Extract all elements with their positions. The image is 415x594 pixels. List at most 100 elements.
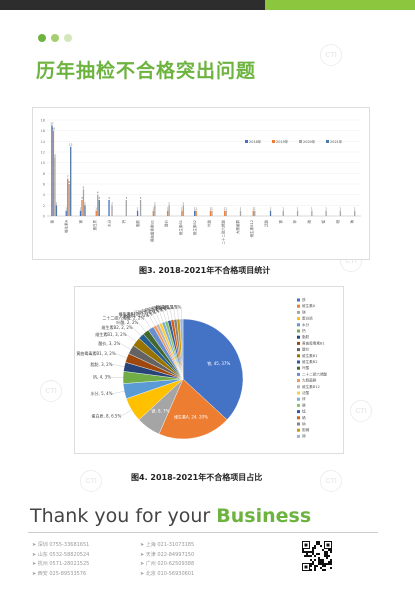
qr-module — [324, 553, 326, 555]
bar-value-label: 2 — [84, 201, 86, 205]
pie-leader-line — [159, 310, 164, 323]
pie-slice — [182, 318, 244, 421]
legend-swatch — [297, 397, 300, 401]
qr-module — [306, 555, 308, 557]
thank-you-highlight: Business — [216, 505, 312, 527]
qr-module — [318, 561, 320, 563]
bar — [97, 194, 99, 216]
qr-module — [330, 549, 332, 551]
bar — [95, 210, 97, 216]
x-tick-label: 黄曲霉毒素B1 — [149, 220, 154, 242]
bar-value-label: 3 — [125, 196, 127, 200]
bar — [136, 210, 139, 216]
x-tick-label: 泛酸 — [264, 220, 269, 227]
legend-swatch — [297, 385, 300, 389]
bar — [139, 200, 142, 216]
legend-swatch — [297, 298, 300, 302]
bar-value-label: 1 — [153, 207, 155, 211]
bar — [68, 184, 70, 216]
pie-data-label: 蛋白质, 8, 6.5% — [91, 413, 121, 419]
bar-value-label: 1 — [210, 207, 212, 211]
qr-module — [320, 545, 322, 547]
watermark-logo: CTI — [40, 380, 62, 402]
pie-leader-line — [115, 353, 127, 358]
contact-line: ➤ 深圳 0755-33681651 — [32, 542, 90, 548]
header-dot — [38, 34, 46, 42]
y-tick-label: 4 — [43, 193, 46, 197]
qr-finder — [302, 541, 310, 549]
bar-value-label: 7 — [67, 175, 69, 179]
bar — [65, 210, 67, 216]
bar-value-label: 1 — [65, 207, 67, 211]
qr-module — [322, 569, 324, 571]
bar — [252, 210, 254, 216]
qr-module — [330, 551, 332, 553]
bar-value-label: 6 — [68, 180, 70, 184]
pie-leader-line — [144, 318, 151, 329]
figure1-bar-chart: 0 2 4 6 8 10 12 14 16 18 17 16 11 2 铁 1 7 6 13 维生素A 1 3 5 2 镁 1 4 3… — [32, 107, 370, 260]
qr-module — [326, 553, 328, 555]
qr-finder — [302, 563, 310, 571]
pie-slice — [158, 378, 228, 440]
bar-value-label: 1 — [95, 207, 97, 211]
bar — [182, 205, 185, 216]
qr-module — [308, 555, 310, 557]
pie-data-label: 酸价, 3, 2% — [98, 340, 120, 346]
bar-value-label: 2 — [154, 201, 156, 205]
bar — [166, 210, 169, 216]
bar — [168, 205, 170, 216]
contact-line: ➤ 广州 020-62509388 — [140, 561, 195, 567]
legend-swatch — [297, 310, 300, 314]
bar — [67, 178, 69, 216]
pie-data-label: 铁, 45, 37% — [207, 360, 230, 366]
qr-module — [330, 567, 332, 569]
qr-module — [318, 557, 320, 559]
bar — [152, 210, 154, 216]
x-tick-label: 磷 — [306, 220, 311, 224]
bar-value-label: 2 — [168, 201, 170, 205]
legend-label: 酸价 — [302, 347, 310, 352]
pie-data-label: 大肠菌群, 1, 1% — [119, 312, 149, 318]
legend-label: 胆碱 — [302, 427, 310, 432]
y-tick-label: 0 — [43, 215, 45, 219]
pie-leader-line — [112, 391, 125, 394]
legend-swatch — [297, 422, 300, 426]
legend-label: 叶酸 — [302, 365, 310, 370]
x-tick-label: 钙 — [121, 220, 126, 224]
legend-swatch — [297, 410, 300, 414]
pie-data-label: 维生素A, 24, 20% — [174, 414, 208, 420]
bar — [225, 210, 227, 216]
header-dot — [51, 34, 59, 42]
bar — [325, 210, 327, 216]
pie-data-label: 磷, 1, 1% — [145, 306, 163, 312]
pie-data-label: 钙, 4, 3% — [93, 374, 111, 380]
legend-swatch — [326, 140, 329, 143]
x-tick-label: 维生素B2 — [192, 220, 197, 235]
x-tick-label: 锌 — [292, 220, 297, 224]
legend-label: 泛酸 — [302, 390, 310, 395]
bar-value-label: 5 — [83, 185, 85, 189]
qr-module — [310, 565, 312, 567]
qr-module — [316, 541, 318, 543]
qr-module — [324, 551, 326, 553]
legend-swatch — [297, 323, 300, 327]
bar — [55, 205, 58, 216]
bar — [296, 210, 299, 216]
bar — [269, 210, 272, 216]
qr-module — [312, 551, 314, 553]
qr-finder-center — [326, 543, 330, 547]
qr-module — [310, 559, 312, 561]
legend-swatch — [297, 434, 300, 438]
legend-swatch — [297, 391, 300, 395]
pie-leader-line — [177, 307, 179, 320]
pie-leader-line — [162, 309, 167, 322]
legend-swatch — [245, 140, 248, 143]
qr-module — [314, 569, 316, 571]
legend-label: 脂肪 — [302, 334, 310, 339]
figure2-caption: 图4. 2018-2021年不合格项目占比 — [131, 473, 263, 482]
bar-value-label: 17 — [50, 121, 54, 125]
pie-leader-line — [155, 312, 161, 324]
legend-label: 钙 — [302, 328, 306, 333]
bar-value-label: 1 — [195, 207, 197, 211]
x-tick-label: 硒 — [335, 220, 340, 224]
